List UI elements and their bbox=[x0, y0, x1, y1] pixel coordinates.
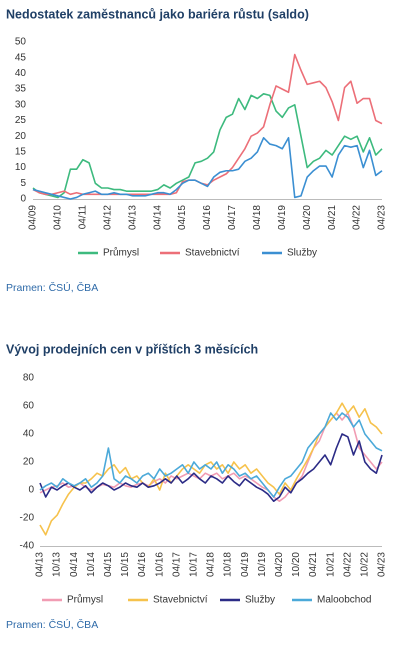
x-tick-label: 04/22 bbox=[352, 205, 363, 230]
x-tick-label: 04/23 bbox=[377, 552, 388, 577]
x-tick-label: 10/15 bbox=[120, 552, 131, 577]
y-tick-label: 60 bbox=[23, 401, 35, 412]
y-tick-label: 20 bbox=[15, 131, 27, 142]
x-tick-label: 04/18 bbox=[206, 552, 217, 577]
y-tick-label: -20 bbox=[20, 513, 35, 524]
legend-label: Průmysl bbox=[103, 247, 139, 259]
x-tick-label: 04/16 bbox=[137, 552, 148, 577]
y-tick-label: 5 bbox=[20, 178, 26, 189]
x-tick-label: 10/22 bbox=[360, 552, 371, 577]
legend-label: Služby bbox=[287, 248, 317, 259]
x-tick-label: 04/09 bbox=[28, 205, 39, 230]
y-tick-label: 0 bbox=[28, 485, 34, 496]
x-tick-label: 04/19 bbox=[240, 552, 251, 577]
y-tick-label: 35 bbox=[15, 84, 27, 95]
x-tick-label: 04/15 bbox=[177, 205, 188, 230]
legend-label: Služby bbox=[245, 595, 275, 606]
x-tick-label: 10/20 bbox=[291, 552, 302, 577]
legend-label: Maloobchod bbox=[317, 595, 371, 606]
series-line bbox=[32, 53, 383, 196]
legend-label: Stavebnictví bbox=[185, 248, 240, 259]
x-tick-label: 04/20 bbox=[302, 205, 313, 230]
y-tick-label: -40 bbox=[20, 541, 35, 552]
x-tick-label: 04/10 bbox=[53, 205, 64, 230]
y-tick-label: 30 bbox=[15, 99, 27, 110]
x-tick-label: 10/13 bbox=[52, 552, 63, 577]
x-tick-label: 04/20 bbox=[274, 552, 285, 577]
y-tick-label: 10 bbox=[15, 162, 27, 173]
x-tick-label: 04/13 bbox=[127, 205, 138, 230]
y-tick-label: 45 bbox=[15, 52, 27, 63]
x-tick-label: 04/14 bbox=[69, 552, 80, 577]
y-tick-label: 80 bbox=[23, 373, 35, 384]
x-tick-label: 04/16 bbox=[202, 205, 213, 230]
y-tick-label: 50 bbox=[15, 37, 27, 48]
legend-label: Stavebnictví bbox=[153, 595, 208, 606]
x-tick-label: 10/14 bbox=[86, 552, 97, 577]
series-line bbox=[39, 433, 383, 502]
series-line bbox=[32, 136, 383, 200]
source-note: Pramen: ČSÚ, ČBA bbox=[6, 618, 98, 631]
x-tick-label: 04/21 bbox=[327, 205, 338, 230]
y-tick-label: 40 bbox=[23, 429, 35, 440]
x-tick-label: 04/23 bbox=[377, 205, 388, 230]
chart-title: Nedostatek zaměstnanců jako bariéra růst… bbox=[6, 7, 309, 21]
x-tick-label: 04/22 bbox=[342, 552, 353, 577]
x-tick-label: 10/17 bbox=[189, 552, 200, 577]
x-tick-label: 04/15 bbox=[103, 552, 114, 577]
y-tick-label: 15 bbox=[15, 147, 27, 158]
y-tick-label: 0 bbox=[20, 194, 26, 205]
x-tick-label: 04/13 bbox=[35, 552, 46, 577]
x-tick-label: 04/17 bbox=[227, 205, 238, 230]
x-tick-label: 10/21 bbox=[325, 552, 336, 577]
y-tick-label: 20 bbox=[23, 457, 35, 468]
x-tick-label: 04/14 bbox=[152, 205, 163, 230]
x-tick-label: 10/16 bbox=[154, 552, 165, 577]
source-note: Pramen: ČSÚ, ČBA bbox=[6, 281, 98, 294]
series-line bbox=[32, 93, 383, 199]
x-tick-label: 04/17 bbox=[171, 552, 182, 577]
legend-label: Průmysl bbox=[67, 594, 103, 606]
x-tick-label: 10/18 bbox=[223, 552, 234, 577]
x-tick-label: 04/18 bbox=[252, 205, 263, 230]
series-line bbox=[39, 412, 383, 498]
y-tick-label: 40 bbox=[15, 68, 27, 79]
x-tick-label: 04/11 bbox=[77, 205, 88, 230]
x-tick-label: 10/19 bbox=[257, 552, 268, 577]
x-tick-label: 04/19 bbox=[277, 205, 288, 230]
x-tick-label: 04/12 bbox=[102, 205, 113, 230]
x-tick-label: 04/21 bbox=[308, 552, 319, 577]
chart-title: Vývoj prodejních cen v příštích 3 měsící… bbox=[6, 342, 258, 356]
y-tick-label: 25 bbox=[15, 115, 27, 126]
